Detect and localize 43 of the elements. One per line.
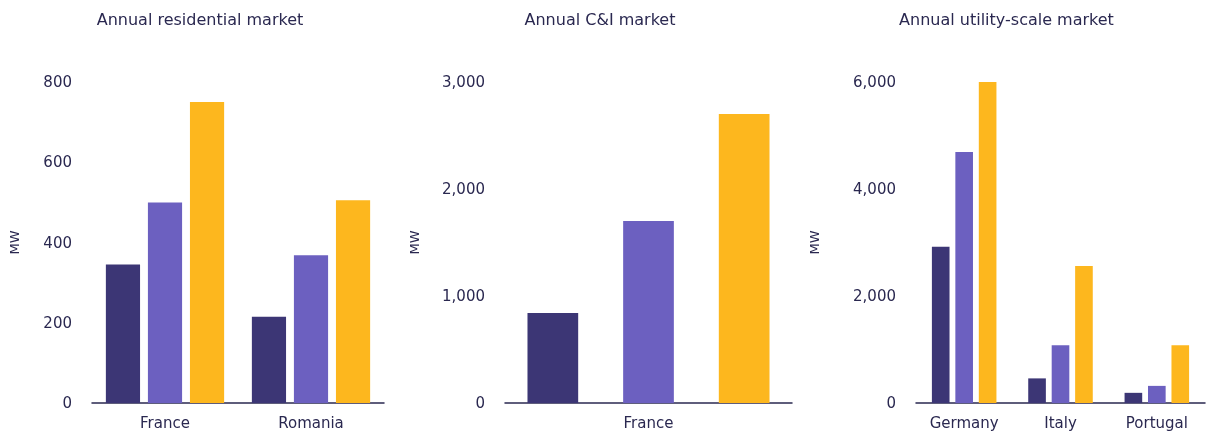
y-tick-label: 6,000	[853, 73, 896, 91]
y-axis-title: MW	[407, 230, 422, 255]
y-tick-label: 2,000	[442, 180, 485, 198]
bar	[1124, 392, 1143, 403]
y-tick-label: 200	[43, 313, 72, 332]
chart-title: Annual C&I market	[524, 9, 676, 29]
y-tick-label: 0	[886, 394, 896, 412]
x-tick-label: Italy	[1044, 413, 1077, 432]
bar	[718, 114, 770, 403]
bar	[955, 152, 973, 403]
x-tick-label: Romania	[278, 413, 344, 432]
bar	[293, 255, 329, 403]
bar	[527, 313, 579, 403]
bar	[623, 221, 674, 403]
bar	[189, 102, 225, 403]
y-tick-label: 1,000	[442, 287, 485, 305]
y-tick-label: 600	[43, 153, 72, 172]
bar	[1171, 345, 1190, 403]
y-tick-label: 3,000	[442, 73, 485, 91]
y-tick-label: 0	[475, 394, 485, 412]
y-axis-title: MW	[807, 230, 822, 255]
bar	[931, 246, 950, 403]
y-tick-label: 800	[43, 73, 72, 91]
bar	[1075, 266, 1093, 403]
y-tick-label: 400	[43, 233, 72, 252]
y-axis-title: MW	[7, 230, 22, 255]
x-tick-label: Portugal	[1125, 413, 1188, 432]
chart-title: Annual residential market	[96, 9, 304, 29]
bar	[335, 200, 371, 403]
bar	[251, 316, 287, 403]
y-tick-label: 0	[62, 394, 72, 412]
chart-title: Annual utility-scale market	[899, 9, 1114, 29]
bar	[1148, 385, 1166, 403]
bar	[105, 264, 141, 403]
y-tick-label: 4,000	[853, 180, 896, 198]
bar	[147, 202, 183, 403]
x-tick-label: France	[140, 413, 190, 432]
bar	[1051, 345, 1070, 403]
x-tick-label: France	[623, 413, 674, 432]
bar	[1028, 378, 1046, 403]
x-tick-label: Germany	[929, 413, 999, 432]
bar	[978, 82, 997, 403]
y-tick-label: 2,000	[853, 287, 896, 305]
